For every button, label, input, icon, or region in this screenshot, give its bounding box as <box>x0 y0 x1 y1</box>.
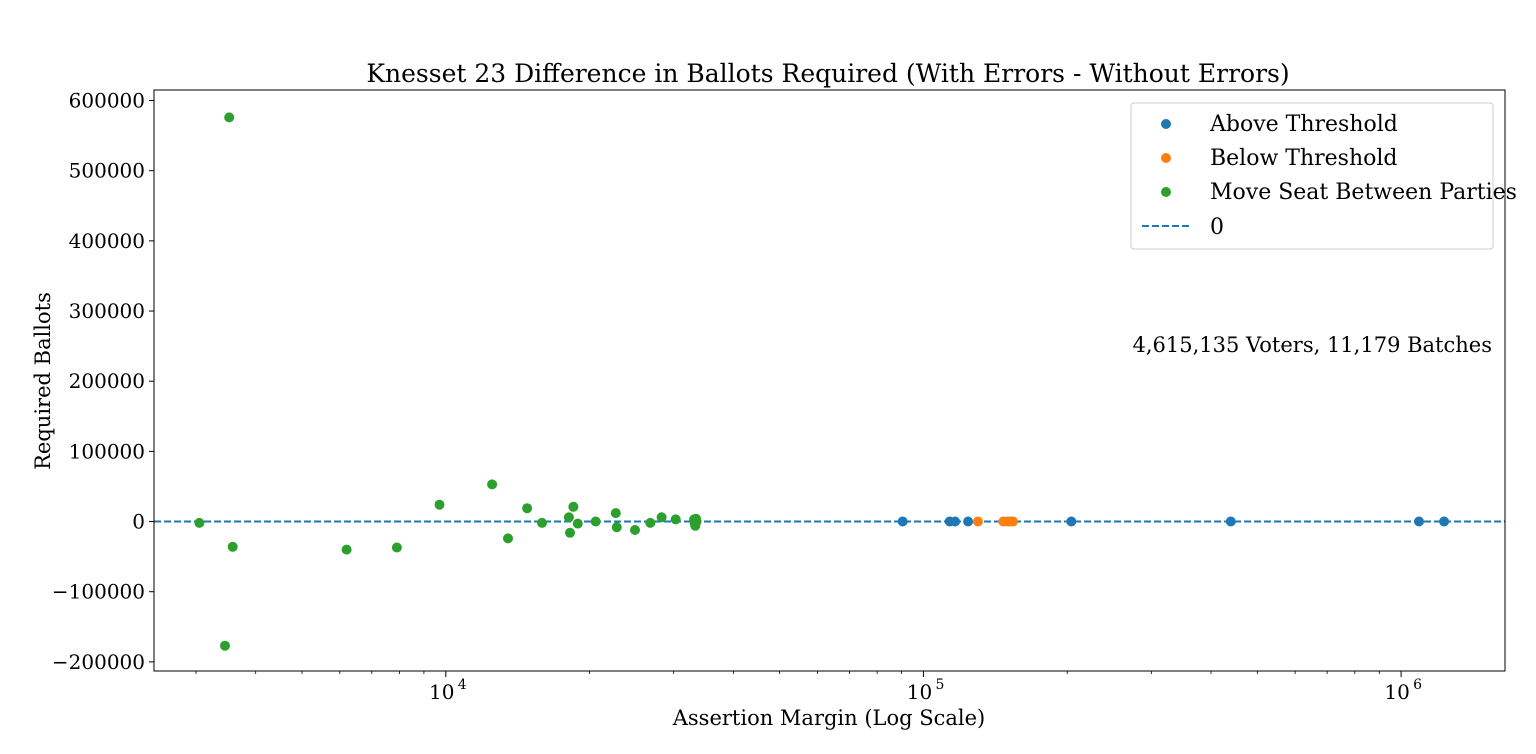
point-move-seat-between-parties-8 <box>503 533 513 544</box>
point-move-seat-between-parties-13 <box>568 501 579 512</box>
legend-label-move-seat: Move Seat Between Parties <box>1210 180 1517 205</box>
legend-marker-above-threshold <box>1161 119 1171 129</box>
legend-label-below-threshold: Below Threshold <box>1210 146 1398 171</box>
point-move-seat-between-parties-14 <box>572 518 583 529</box>
point-move-seat-between-parties-20 <box>656 512 667 523</box>
point-above-threshold-7 <box>1439 516 1450 527</box>
point-move-seat-between-parties-18 <box>630 525 640 535</box>
y-tick-label-6: 400000 <box>69 229 145 253</box>
point-above-threshold-0 <box>897 516 908 527</box>
point-move-seat-between-parties-0 <box>194 517 205 528</box>
y-axis-ticks: −200000 −100000 0 100000 200000 300000 400000 5… <box>52 89 154 674</box>
legend-frame <box>1130 102 1494 250</box>
legend-label-zero-line: 0 <box>1210 215 1224 240</box>
point-move-seat-between-parties-21 <box>670 514 681 525</box>
point-move-seat-between-parties-15 <box>590 516 601 527</box>
point-move-seat-between-parties-17 <box>611 522 622 533</box>
point-above-threshold-4 <box>1066 516 1077 527</box>
y-tick-label-8: 600000 <box>69 89 145 113</box>
chart-title: Knesset 23 Difference in Ballots Require… <box>366 59 1289 88</box>
y-tick-label-4: 200000 <box>69 369 145 393</box>
x-tick-exponent-2: 6 <box>1413 677 1422 693</box>
x-tick-label-2: 10 <box>1384 680 1409 704</box>
y-tick-label-0: −200000 <box>52 650 145 674</box>
x-tick-label-1: 10 <box>907 680 932 704</box>
plot-frame <box>153 89 1506 672</box>
point-move-seat-between-parties-26 <box>691 516 702 527</box>
y-tick-label-5: 300000 <box>69 299 145 323</box>
x-tick-exponent-0: 4 <box>458 677 467 693</box>
point-above-threshold-3 <box>963 516 974 527</box>
point-move-seat-between-parties-16 <box>610 508 621 519</box>
y-axis-label: Required Ballots <box>31 292 55 470</box>
point-below-threshold-4 <box>1008 516 1018 527</box>
point-move-seat-between-parties-4 <box>341 544 352 555</box>
point-move-seat-between-parties-3 <box>227 541 238 552</box>
point-move-seat-between-parties-5 <box>391 542 402 553</box>
point-above-threshold-2 <box>950 516 961 527</box>
legend-marker-below-threshold <box>1161 153 1171 163</box>
legend: Above Threshold Below Threshold Move Sea… <box>1130 102 1517 250</box>
point-above-threshold-6 <box>1414 516 1424 527</box>
point-move-seat-between-parties-1 <box>220 640 230 651</box>
y-tick-label-1: −100000 <box>52 580 145 604</box>
x-tick-exponent-1: 5 <box>935 677 944 693</box>
x-axis-ticks: 10 4 10 5 10 6 <box>195 671 1422 704</box>
point-move-seat-between-parties-19 <box>645 517 656 528</box>
y-tick-label-3: 100000 <box>69 439 145 463</box>
point-move-seat-between-parties-9 <box>522 503 533 514</box>
point-above-threshold-5 <box>1225 516 1236 527</box>
point-move-seat-between-parties-12 <box>565 527 575 538</box>
plot-area <box>154 112 1505 651</box>
y-tick-label-7: 500000 <box>69 159 145 183</box>
point-move-seat-between-parties-11 <box>563 512 574 523</box>
y-tick-label-2: 0 <box>132 510 145 534</box>
legend-label-above-threshold: Above Threshold <box>1209 112 1398 137</box>
point-move-seat-between-parties-10 <box>537 517 547 528</box>
legend-marker-move-seat <box>1161 187 1171 197</box>
point-move-seat-between-parties-2 <box>224 112 235 123</box>
point-below-threshold-0 <box>972 516 983 527</box>
x-axis-label: Assertion Margin (Log Scale) <box>672 706 986 730</box>
point-move-seat-between-parties-7 <box>487 479 498 490</box>
point-move-seat-between-parties-6 <box>434 499 445 510</box>
x-tick-label-0: 10 <box>429 680 454 704</box>
voters-batches-annotation: 4,615,135 Voters, 11,179 Batches <box>1132 333 1492 357</box>
